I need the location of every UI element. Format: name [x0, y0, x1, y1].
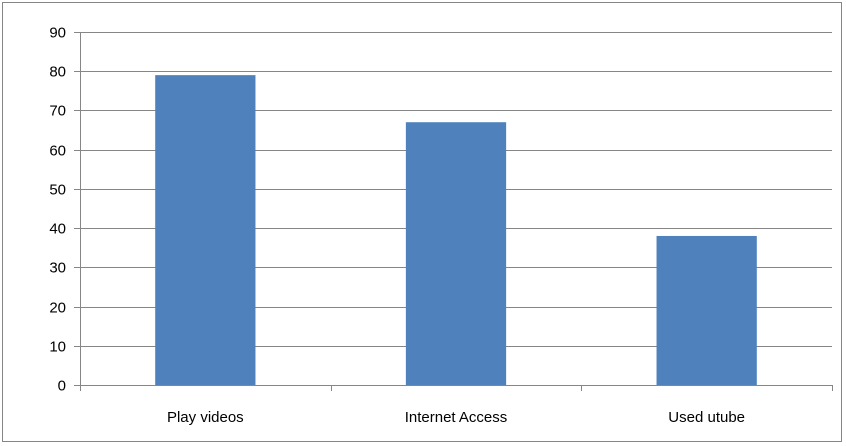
y-tick-label: 10: [49, 339, 66, 356]
x-axis-category-labels: Play videos Internet Access Used utube: [167, 409, 745, 426]
y-tick-label: 20: [49, 300, 66, 317]
axes: [74, 32, 833, 391]
y-tick-label: 90: [49, 25, 66, 42]
y-tick-label: 30: [49, 260, 66, 277]
y-tick-label: 40: [49, 221, 66, 238]
y-axis-tick-labels: 0 10 20 30 40 50 60 70 80 90: [49, 25, 66, 395]
y-tick-label: 50: [49, 182, 66, 199]
bars: [155, 75, 757, 386]
bar: [155, 75, 256, 386]
bar: [656, 235, 757, 385]
y-tick-label: 80: [49, 64, 66, 81]
x-category-label: Play videos: [167, 409, 244, 426]
x-category-label: Used utube: [668, 409, 745, 426]
y-tick-label: 0: [58, 378, 66, 395]
x-category-label: Internet Access: [405, 409, 508, 426]
y-tick-label: 60: [49, 143, 66, 160]
y-tick-label: 70: [49, 103, 66, 120]
bar: [405, 122, 507, 385]
